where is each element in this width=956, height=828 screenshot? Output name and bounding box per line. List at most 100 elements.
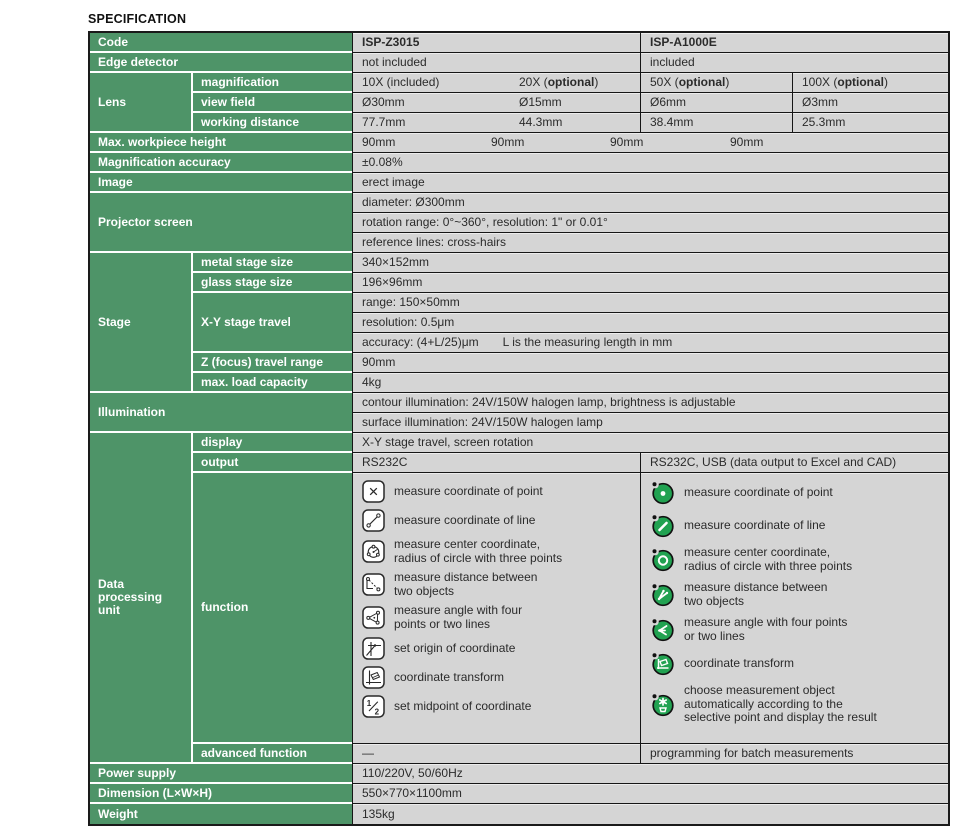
- view-field-value-100x: Ø3mm: [792, 93, 948, 113]
- row-label-magnification-accuracy: Magnification accuracy: [90, 153, 352, 173]
- display-value: X-Y stage travel, screen rotation: [352, 433, 948, 453]
- measure-point-icon: [362, 480, 385, 503]
- advanced-function-value-a: —: [352, 744, 640, 764]
- function-item: measure distance between two objects: [650, 580, 827, 608]
- edge-detector-value-a: not included: [352, 53, 640, 73]
- projector-rotation-value: rotation range: 0°~360°, resolution: 1" …: [352, 213, 948, 233]
- row-dimension: Dimension (L×W×H) 550×770×1100mm: [90, 784, 948, 804]
- view-field-values-a: Ø30mm Ø15mm: [352, 93, 640, 113]
- measure-point-icon: [650, 480, 675, 505]
- xy-accuracy-value: accuracy: (4+L/25)μm L is the measuring …: [352, 333, 948, 353]
- projector-reference-lines-value: reference lines: cross-hairs: [352, 233, 948, 253]
- measure-line-icon: [362, 509, 385, 532]
- view-field-value-50x: Ø6mm: [640, 93, 792, 113]
- function-list-isp-a1000e: measure coordinate of point measure coor…: [640, 473, 948, 744]
- xy-resolution-value: resolution: 0.5μm: [352, 313, 948, 333]
- set-origin-icon: [362, 637, 385, 660]
- advanced-function-value-b: programming for batch measurements: [640, 744, 948, 764]
- measure-angle-icon: [362, 606, 385, 629]
- projector-diameter-value: diameter: Ø300mm: [352, 193, 948, 213]
- row-label-magnification: magnification: [193, 73, 352, 93]
- row-lens-view-field: view field Ø30mm Ø15mm Ø6mm Ø3mm: [193, 93, 948, 113]
- output-value-b: RS232C, USB (data output to Excel and CA…: [640, 453, 948, 473]
- row-label-code: Code: [90, 33, 352, 53]
- coordinate-transform-icon: [650, 651, 675, 676]
- row-label-advanced-function: advanced function: [193, 744, 352, 764]
- measure-angle-icon: [650, 617, 675, 642]
- working-distance-values-a: 77.7mm 44.3mm: [352, 113, 640, 133]
- function-item: measure coordinate of point: [650, 480, 833, 505]
- row-label-working-distance: working distance: [193, 113, 352, 133]
- function-item: coordinate transform: [362, 666, 504, 689]
- xy-range-value: range: 150×50mm: [352, 293, 948, 313]
- magnification-value-100x: 100X (optional): [792, 73, 948, 93]
- edge-detector-value-b: included: [640, 53, 948, 73]
- section-xy-stage-travel: X-Y stage travel range: 150×50mm resolut…: [193, 293, 948, 353]
- row-display: display X-Y stage travel, screen rotatio…: [193, 433, 948, 453]
- row-label-lens: Lens: [90, 73, 193, 133]
- row-label-edge-detector: Edge detector: [90, 53, 352, 73]
- measure-line-icon: [650, 513, 675, 538]
- function-item: measure center coordinate, radius of cir…: [362, 537, 562, 565]
- working-distance-value-50x: 38.4mm: [640, 113, 792, 133]
- z-travel-range-value: 90mm: [352, 353, 948, 373]
- row-label-metal-stage-size: metal stage size: [193, 253, 352, 273]
- row-lens-working-distance: working distance 77.7mm 44.3mm 38.4mm 25…: [193, 113, 948, 133]
- row-label-z-travel-range: Z (focus) travel range: [193, 353, 352, 373]
- measure-circle-icon: [650, 547, 675, 572]
- row-output: output RS232C RS232C, USB (data output t…: [193, 453, 948, 473]
- row-power-supply: Power supply 110/220V, 50/60Hz: [90, 764, 948, 784]
- row-label-power-supply: Power supply: [90, 764, 352, 784]
- function-item: choose measurement object automatically …: [650, 683, 877, 725]
- row-label-function: function: [193, 473, 352, 744]
- function-item: measure coordinate of point: [362, 480, 543, 503]
- weight-value: 135kg: [352, 804, 948, 824]
- working-distance-value-100x: 25.3mm: [792, 113, 948, 133]
- section-projector-screen: Projector screen diameter: Ø300mm rotati…: [90, 193, 948, 253]
- magnification-value-50x: 50X (optional): [640, 73, 792, 93]
- row-label-data-processing-unit: Data processing unit: [90, 433, 193, 764]
- row-code: Code ISP-Z3015 ISP-A1000E: [90, 33, 948, 53]
- auto-measure-icon: [650, 692, 675, 717]
- function-item: measure angle with four points or two li…: [362, 603, 522, 631]
- measure-distance-icon: [362, 573, 385, 596]
- code-value-isp-z3015: ISP-Z3015: [352, 33, 640, 53]
- row-max-workpiece-height: Max. workpiece height 90mm 90mm 90mm 90m…: [90, 133, 948, 153]
- section-illumination: Illumination contour illumination: 24V/1…: [90, 393, 948, 433]
- contour-illumination-value: contour illumination: 24V/150W halogen l…: [352, 393, 948, 413]
- output-value-a: RS232C: [352, 453, 640, 473]
- function-item: measure coordinate of line: [362, 509, 535, 532]
- svg-text:1: 1: [367, 699, 372, 708]
- image-value: erect image: [352, 173, 948, 193]
- row-label-image: Image: [90, 173, 352, 193]
- function-item: coordinate transform: [650, 651, 794, 676]
- row-glass-stage-size: glass stage size 196×96mm: [193, 273, 948, 293]
- section-data-processing-unit: Data processing unit display X-Y stage t…: [90, 433, 948, 764]
- function-item: measure coordinate of line: [650, 513, 825, 538]
- magnification-values-a: 10X (included) 20X (optional): [352, 73, 640, 93]
- row-label-projector-screen: Projector screen: [90, 193, 352, 253]
- dimension-value: 550×770×1100mm: [352, 784, 948, 804]
- row-z-travel-range: Z (focus) travel range 90mm: [193, 353, 948, 373]
- function-item: measure distance between two objects: [362, 570, 537, 598]
- row-weight: Weight 135kg: [90, 804, 948, 824]
- power-supply-value: 110/220V, 50/60Hz: [352, 764, 948, 784]
- row-metal-stage-size: metal stage size 340×152mm: [193, 253, 948, 273]
- row-label-weight: Weight: [90, 804, 352, 824]
- row-label-illumination: Illumination: [90, 393, 352, 433]
- row-label-dimension: Dimension (L×W×H): [90, 784, 352, 804]
- row-lens-magnification: magnification 10X (included) 20X (option…: [193, 73, 948, 93]
- measure-distance-icon: [650, 582, 675, 607]
- row-label-glass-stage-size: glass stage size: [193, 273, 352, 293]
- code-value-isp-a1000e: ISP-A1000E: [640, 33, 948, 53]
- row-advanced-function: advanced function — programming for batc…: [193, 744, 948, 764]
- measure-circle-icon: [362, 540, 385, 563]
- row-label-output: output: [193, 453, 352, 473]
- row-label-xy-stage-travel: X-Y stage travel: [193, 293, 352, 353]
- row-label-view-field: view field: [193, 93, 352, 113]
- specification-table: Code ISP-Z3015 ISP-A1000E Edge detector …: [88, 31, 950, 826]
- function-list-isp-z3015: measure coordinate of point measure coor…: [352, 473, 640, 744]
- magnification-accuracy-value: ±0.08%: [352, 153, 948, 173]
